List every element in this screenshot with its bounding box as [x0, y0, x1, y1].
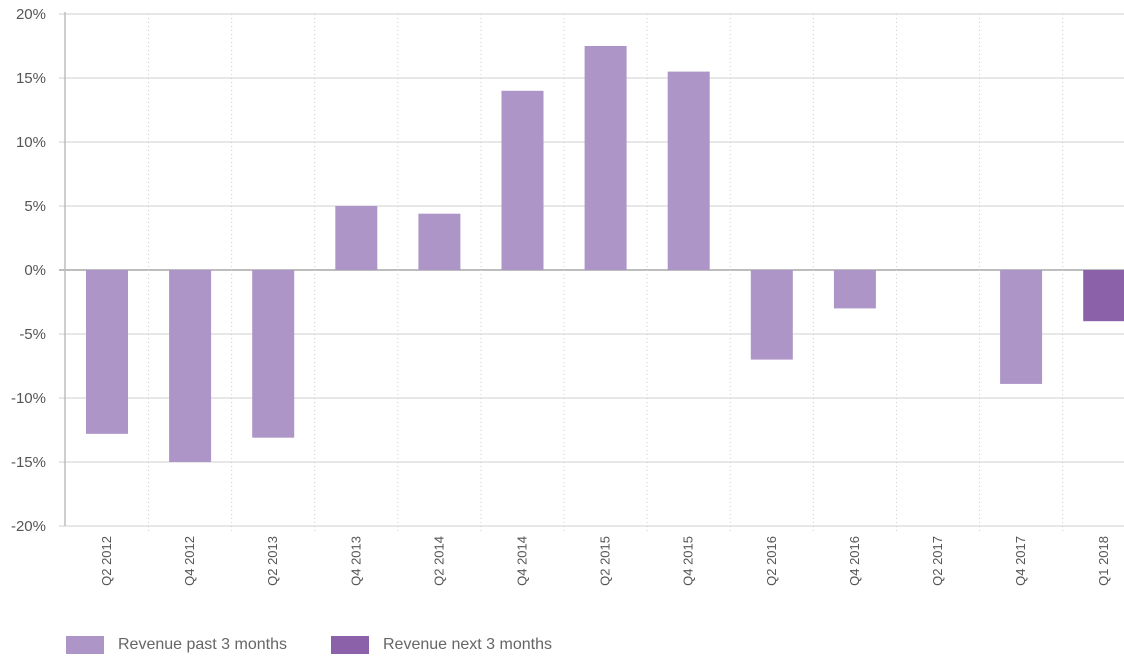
- x-tick-label: Q2 2012: [99, 536, 114, 586]
- bar-past: [667, 71, 710, 270]
- bar-past: [335, 206, 378, 270]
- y-tick-label: -15%: [11, 454, 46, 471]
- bar-past: [1000, 270, 1043, 384]
- x-tick-label: Q4 2015: [681, 536, 696, 586]
- x-tick-label: Q2 2014: [431, 536, 446, 586]
- x-tick-label: Q4 2012: [182, 536, 197, 586]
- y-tick-label: -20%: [11, 518, 46, 535]
- bar-past: [86, 270, 128, 434]
- y-tick-label: 5%: [24, 198, 46, 215]
- y-tick-label: 0%: [24, 262, 46, 279]
- revenue-chart: 20% 15% 10% 5% 0% -5% -10% -15% -20% Q2 2012 Q4 20…: [11, 6, 1124, 586]
- legend-item-next: Revenue next 3 months: [331, 636, 552, 654]
- y-tick-label: 10%: [16, 134, 46, 151]
- bar-past: [584, 46, 627, 270]
- x-tick-label: Q4 2014: [515, 536, 530, 586]
- legend-label-next: Revenue next 3 months: [383, 636, 552, 653]
- y-tick-label: 20%: [16, 6, 46, 23]
- x-tick-label: Q2 2013: [265, 536, 280, 586]
- x-tick-label: Q2 2017: [930, 536, 945, 586]
- x-tick-label: Q4 2013: [348, 536, 363, 586]
- bar-past: [833, 270, 876, 309]
- x-tick-label: Q1 2018: [1096, 536, 1111, 586]
- bar-past: [501, 90, 544, 270]
- x-tick-label: Q4 2016: [847, 536, 862, 586]
- legend-swatch-past: [66, 636, 104, 654]
- x-tick-label: Q2 2016: [764, 536, 779, 586]
- y-tick-label: 15%: [16, 70, 46, 87]
- bar-past: [169, 270, 212, 462]
- x-tick-label: Q4 2017: [1013, 536, 1028, 586]
- legend-label-past: Revenue past 3 months: [118, 636, 287, 653]
- bar-past: [418, 213, 461, 270]
- legend-item-past: Revenue past 3 months: [66, 636, 287, 654]
- bar-past: [750, 270, 793, 360]
- bar-past: [252, 270, 295, 438]
- y-tick-label: -10%: [11, 390, 46, 407]
- legend: Revenue past 3 months Revenue next 3 mon…: [66, 636, 552, 654]
- legend-swatch-next: [331, 636, 369, 654]
- bar-next: [1083, 270, 1124, 322]
- x-tick-label: Q2 2015: [598, 536, 613, 586]
- y-tick-label: -5%: [19, 326, 46, 343]
